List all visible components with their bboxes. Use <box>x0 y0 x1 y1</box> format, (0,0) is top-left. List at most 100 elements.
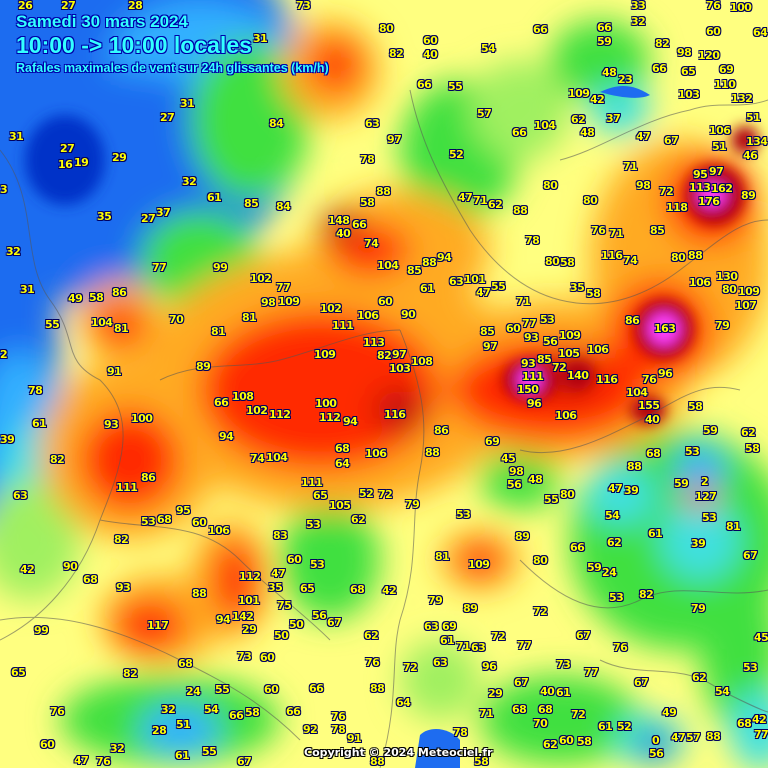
station-gust-value: 99 <box>213 261 228 274</box>
station-gust-value: 48 <box>602 66 617 79</box>
station-gust-value: 56 <box>649 747 664 760</box>
station-gust-value: 53 <box>141 515 156 528</box>
station-gust-value: 104 <box>377 259 399 272</box>
station-gust-value: 103 <box>389 362 411 375</box>
station-gust-value: 23 <box>618 73 633 86</box>
station-gust-value: 53 <box>702 511 717 524</box>
station-gust-value: 77 <box>276 281 291 294</box>
station-gust-value: 108 <box>232 390 254 403</box>
station-gust-value: 89 <box>196 360 211 373</box>
station-gust-value: 88 <box>513 204 528 217</box>
station-gust-value: 62 <box>351 513 366 526</box>
station-gust-value: 63 <box>365 117 380 130</box>
station-gust-value: 98 <box>636 179 651 192</box>
station-gust-value: 82 <box>639 588 654 601</box>
station-gust-value: 111 <box>522 370 544 383</box>
station-gust-value: 113 <box>689 181 711 194</box>
station-gust-value: 69 <box>442 620 457 633</box>
station-gust-value: 63 <box>13 489 28 502</box>
station-gust-value: 82 <box>389 47 404 60</box>
station-gust-value: 54 <box>204 703 219 716</box>
station-gust-value: 58 <box>360 196 375 209</box>
station-gust-value: 37 <box>606 112 621 125</box>
light-green-gust-zone <box>470 60 570 160</box>
station-gust-value: 68 <box>335 442 350 455</box>
green-gust-zone <box>550 20 650 100</box>
station-gust-value: 132 <box>731 92 753 105</box>
station-gust-value: 35 <box>268 581 283 594</box>
station-gust-value: 32 <box>6 245 21 258</box>
station-gust-value: 86 <box>141 471 156 484</box>
green-gust-zone <box>700 570 768 730</box>
station-gust-value: 55 <box>544 493 559 506</box>
station-gust-value: 106 <box>555 409 577 422</box>
station-gust-value: 74 <box>364 237 379 250</box>
station-gust-value: 104 <box>534 119 556 132</box>
station-gust-value: 54 <box>715 685 730 698</box>
station-gust-value: 28 <box>152 724 167 737</box>
station-gust-value: 60 <box>559 734 574 747</box>
station-gust-value: 63 <box>433 656 448 669</box>
station-gust-value: 61 <box>648 527 663 540</box>
station-gust-value: 76 <box>365 656 380 669</box>
station-gust-value: 31 <box>253 32 268 45</box>
station-gust-value: 40 <box>645 413 660 426</box>
station-gust-value: 48 <box>528 473 543 486</box>
station-gust-value: 52 <box>617 720 632 733</box>
map-subtitle: Rafales maximales de vent sur 24h glissa… <box>16 61 329 75</box>
station-gust-value: 55 <box>45 318 60 331</box>
station-gust-value: 63 <box>424 620 439 633</box>
station-gust-value: 51 <box>712 140 727 153</box>
station-gust-value: 53 <box>310 558 325 571</box>
green-gust-zone <box>480 450 560 510</box>
station-gust-value: 97 <box>709 165 724 178</box>
station-gust-value: 98 <box>261 296 276 309</box>
station-gust-value: 88 <box>425 446 440 459</box>
station-gust-value: 106 <box>365 447 387 460</box>
station-gust-value: 104 <box>91 316 113 329</box>
station-gust-value: 47 <box>458 191 473 204</box>
station-gust-value: 61 <box>420 282 435 295</box>
station-gust-value: 55 <box>448 80 463 93</box>
station-gust-value: 78 <box>28 384 43 397</box>
station-gust-value: 102 <box>250 272 272 285</box>
station-gust-value: 85 <box>480 325 495 338</box>
station-gust-value: 50 <box>289 618 304 631</box>
light-blue-gust-zone <box>140 705 220 755</box>
station-gust-value: 78 <box>453 726 468 739</box>
dark-red-gust-zone <box>731 126 759 154</box>
station-gust-value: 91 <box>107 365 122 378</box>
station-gust-value: 163 <box>654 322 676 335</box>
station-gust-value: 69 <box>485 435 500 448</box>
station-gust-value: 27 <box>61 0 76 12</box>
station-gust-value: 79 <box>428 594 443 607</box>
station-gust-value: 62 <box>543 738 558 751</box>
light-green-gust-zone <box>0 480 80 600</box>
station-gust-value: 102 <box>320 302 342 315</box>
station-gust-value: 109 <box>559 329 581 342</box>
dark-red-gust-zone <box>375 390 425 430</box>
station-gust-value: 105 <box>558 347 580 360</box>
station-gust-value: 76 <box>706 0 721 12</box>
station-gust-value: 77 <box>522 317 537 330</box>
station-gust-value: 3 <box>0 183 8 196</box>
station-gust-value: 88 <box>627 460 642 473</box>
station-gust-value: 80 <box>379 22 394 35</box>
station-gust-value: 59 <box>703 424 718 437</box>
station-gust-value: 81 <box>435 550 450 563</box>
station-gust-value: 27 <box>160 111 175 124</box>
station-gust-value: 78 <box>360 153 375 166</box>
station-gust-value: 67 <box>327 616 342 629</box>
station-gust-value: 39 <box>691 537 706 550</box>
station-gust-value: 80 <box>545 255 560 268</box>
station-gust-value: 80 <box>671 251 686 264</box>
red-gust-zone <box>213 540 257 620</box>
station-gust-value: 106 <box>587 343 609 356</box>
station-gust-value: 61 <box>440 634 455 647</box>
station-gust-value: 71 <box>473 194 488 207</box>
station-gust-value: 53 <box>306 518 321 531</box>
station-gust-value: 89 <box>515 530 530 543</box>
station-gust-value: 62 <box>488 198 503 211</box>
green-gust-zone <box>190 40 310 200</box>
